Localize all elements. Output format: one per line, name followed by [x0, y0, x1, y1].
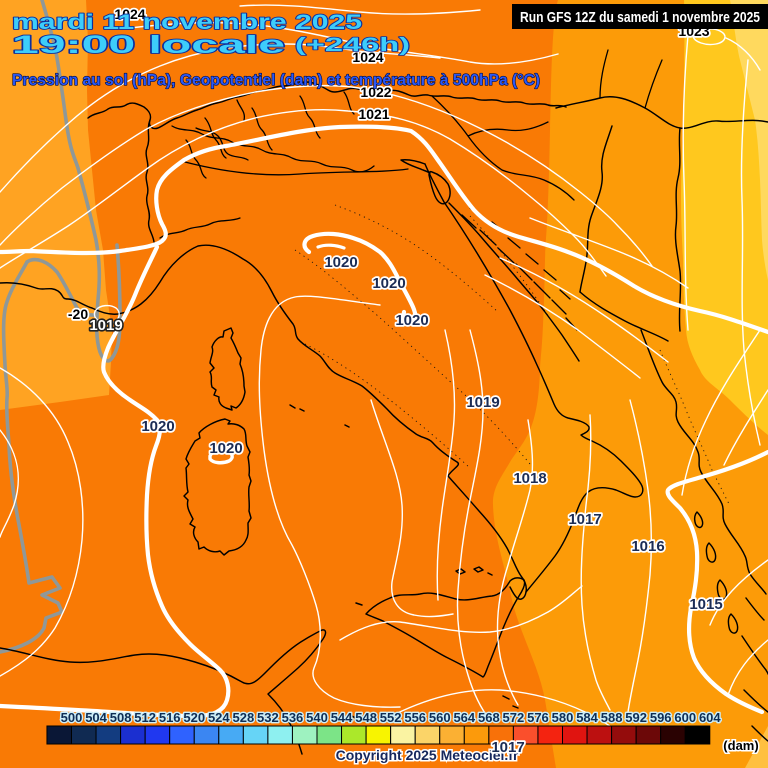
svg-text:512: 512: [134, 710, 156, 725]
svg-text:584: 584: [576, 710, 598, 725]
svg-text:580: 580: [552, 710, 574, 725]
svg-text:1017: 1017: [491, 739, 524, 756]
svg-text:1019: 1019: [89, 317, 122, 334]
svg-text:536: 536: [282, 710, 304, 725]
svg-text:1015: 1015: [689, 596, 722, 613]
svg-text:1020: 1020: [141, 418, 174, 435]
svg-text:528: 528: [232, 710, 254, 725]
svg-text:544: 544: [331, 710, 353, 725]
svg-text:Copyright 2025 Meteociel.fr: Copyright 2025 Meteociel.fr: [336, 747, 519, 763]
svg-text:524: 524: [208, 710, 230, 725]
svg-text:552: 552: [380, 710, 402, 725]
svg-text:596: 596: [650, 710, 672, 725]
svg-text:Run GFS 12Z du samedi 1 novemb: Run GFS 12Z du samedi 1 novembre 2025: [520, 9, 760, 26]
svg-text:1020: 1020: [209, 440, 242, 457]
svg-text:592: 592: [625, 710, 647, 725]
svg-text:mardi 11 novembre 2025: mardi 11 novembre 2025: [12, 11, 362, 34]
svg-text:1019: 1019: [466, 394, 499, 411]
svg-text:500: 500: [61, 710, 83, 725]
svg-text:520: 520: [183, 710, 205, 725]
svg-text:1017: 1017: [568, 511, 601, 528]
svg-text:572: 572: [503, 710, 525, 725]
svg-text:1020: 1020: [324, 254, 357, 271]
svg-text:548: 548: [355, 710, 377, 725]
svg-text:1022: 1022: [360, 84, 391, 100]
svg-text:1020: 1020: [395, 312, 428, 329]
svg-text:504: 504: [85, 710, 107, 725]
svg-text:-20: -20: [68, 306, 88, 322]
svg-text:1016: 1016: [631, 538, 664, 555]
svg-text:Pression au sol (hPa), Geopote: Pression au sol (hPa), Geopotentiel (dam…: [12, 72, 540, 89]
svg-text:560: 560: [429, 710, 451, 725]
svg-text:568: 568: [478, 710, 500, 725]
svg-text:1024: 1024: [114, 6, 145, 22]
svg-text:1021: 1021: [358, 106, 389, 122]
svg-text:564: 564: [453, 710, 475, 725]
svg-text:540: 540: [306, 710, 328, 725]
svg-text:(dam): (dam): [723, 738, 758, 753]
svg-text:604: 604: [699, 710, 721, 725]
svg-text:1018: 1018: [513, 470, 546, 487]
svg-text:508: 508: [110, 710, 132, 725]
svg-text:1024: 1024: [352, 49, 383, 65]
svg-text:1020: 1020: [372, 275, 405, 292]
svg-text:532: 532: [257, 710, 279, 725]
svg-text:19:00 locale: 19:00 locale: [12, 31, 285, 59]
svg-text:576: 576: [527, 710, 549, 725]
svg-text:600: 600: [674, 710, 696, 725]
svg-text:588: 588: [601, 710, 623, 725]
svg-text:556: 556: [404, 710, 426, 725]
svg-text:(+246h): (+246h): [295, 35, 410, 56]
svg-text:516: 516: [159, 710, 181, 725]
